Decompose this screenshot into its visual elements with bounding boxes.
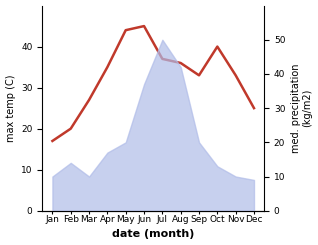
Y-axis label: max temp (C): max temp (C) xyxy=(5,74,16,142)
Y-axis label: med. precipitation
(kg/m2): med. precipitation (kg/m2) xyxy=(291,63,313,153)
X-axis label: date (month): date (month) xyxy=(112,230,194,239)
